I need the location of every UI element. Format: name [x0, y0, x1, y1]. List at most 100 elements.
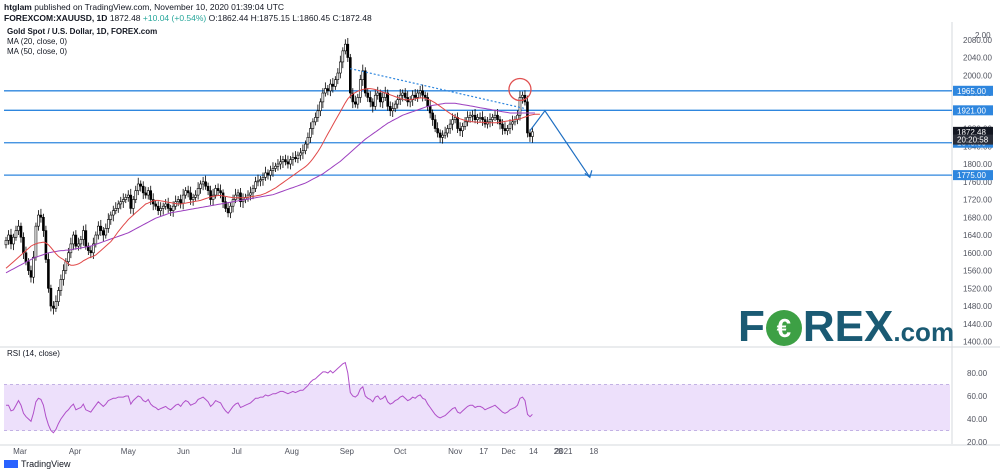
candle-body — [473, 114, 477, 120]
candle-body — [296, 154, 300, 160]
legend-ma50[interactable]: MA (50, close, 0) — [7, 47, 68, 56]
candle-body — [251, 188, 255, 194]
candle-body — [279, 161, 282, 165]
candle-body — [299, 152, 302, 156]
candle-body — [393, 103, 397, 109]
candle-body — [334, 79, 337, 87]
rsi-tick-label: 20.00 — [967, 438, 988, 447]
ma20-line — [5, 88, 540, 269]
candle-body — [291, 157, 295, 160]
candle-body — [491, 117, 494, 120]
candle-body — [373, 94, 377, 107]
candle-body — [12, 236, 15, 245]
time-tick-label: Aug — [285, 447, 299, 456]
candle-body — [493, 114, 497, 118]
candle-body — [129, 194, 133, 209]
symbol-label[interactable]: FOREXCOM:XAUUSD, 1D — [4, 13, 108, 23]
candle-body — [336, 72, 340, 80]
time-tick-label: 2021 — [555, 447, 573, 456]
candle-body — [14, 230, 18, 238]
candle-body — [126, 194, 130, 198]
candle-body — [256, 180, 260, 183]
logo-letter-f: F — [738, 302, 765, 351]
price-tick-label: 1480.00 — [963, 302, 992, 311]
candle-body — [344, 43, 347, 52]
candle-body — [388, 106, 392, 112]
candle-body — [62, 270, 65, 280]
author-name[interactable]: htglam — [4, 2, 32, 12]
candle-body — [478, 117, 482, 119]
rsi-legend[interactable]: RSI (14, close) — [7, 349, 60, 358]
time-tick-label: 14 — [529, 447, 538, 456]
candle-body — [49, 288, 53, 307]
candle-body — [141, 185, 145, 194]
candle-body — [438, 132, 442, 138]
projection-arrow — [529, 109, 591, 178]
candle-body — [106, 219, 110, 229]
candle-body — [456, 117, 459, 129]
legend-ma20[interactable]: MA (20, close, 0) — [7, 37, 68, 46]
candle-body — [69, 243, 73, 254]
legend-title: Gold Spot / U.S. Dollar, 1D, FOREX.com — [7, 27, 158, 36]
candle-body — [331, 83, 335, 87]
candle-body — [431, 112, 434, 120]
candle-body — [286, 161, 290, 165]
time-tick-label: 17 — [479, 447, 488, 456]
tradingview-logo-icon — [4, 460, 18, 468]
candle-body — [166, 203, 170, 209]
price-tick-label-top: 2.00 — [975, 31, 991, 40]
candle-body — [311, 121, 315, 129]
candle-body — [396, 99, 400, 105]
candle-body — [231, 199, 235, 207]
logo-rex: REX — [802, 302, 894, 351]
candle-body — [363, 70, 367, 94]
price-tick-label: 1640.00 — [963, 231, 992, 240]
candle-body — [154, 203, 157, 207]
candle-body — [74, 234, 78, 247]
candle-body — [416, 92, 419, 98]
candle-body — [104, 228, 108, 236]
time-tick-label: Dec — [501, 447, 515, 456]
candle-body — [418, 90, 422, 94]
candle-body — [453, 117, 457, 120]
candle-body — [503, 128, 507, 132]
candle-body — [27, 261, 30, 271]
candle-body — [521, 94, 524, 98]
candle-body — [324, 88, 327, 94]
candle-body — [216, 188, 220, 191]
candle-body — [44, 230, 48, 260]
price-tick-label: 1760.00 — [963, 178, 992, 187]
rsi-line — [6, 361, 533, 434]
tradingview-footer[interactable]: TradingView — [4, 459, 71, 469]
candle-body — [496, 114, 499, 120]
highlight-circle — [508, 77, 532, 102]
candle-body — [351, 92, 355, 103]
candle-body — [448, 123, 452, 129]
price-tag-label: 20:20:58 — [957, 136, 989, 145]
level-label: 1921.00 — [957, 106, 986, 115]
candle-body — [481, 117, 484, 120]
candle-body — [191, 197, 195, 200]
level-tag — [953, 170, 993, 181]
candle-body — [531, 131, 534, 137]
candle-body — [72, 234, 75, 245]
candle-body — [451, 119, 454, 125]
candle-body — [249, 192, 252, 196]
candle-body — [309, 128, 312, 138]
candle-body — [254, 181, 257, 189]
time-tick-label: Nov — [448, 447, 462, 456]
candle-body — [326, 88, 330, 92]
candle-body — [64, 261, 68, 271]
candle-body — [84, 230, 88, 247]
candle-body — [376, 92, 380, 96]
candle-body — [67, 252, 70, 262]
candle-body — [294, 157, 297, 160]
time-tick-label: Apr — [69, 447, 82, 456]
price-tick-label: 2040.00 — [963, 54, 992, 63]
time-tick-label: Mar — [13, 447, 27, 456]
time-tick-label: Oct — [394, 447, 407, 456]
candle-body — [9, 234, 13, 245]
candle-body — [518, 97, 522, 116]
candle-body — [346, 43, 350, 58]
